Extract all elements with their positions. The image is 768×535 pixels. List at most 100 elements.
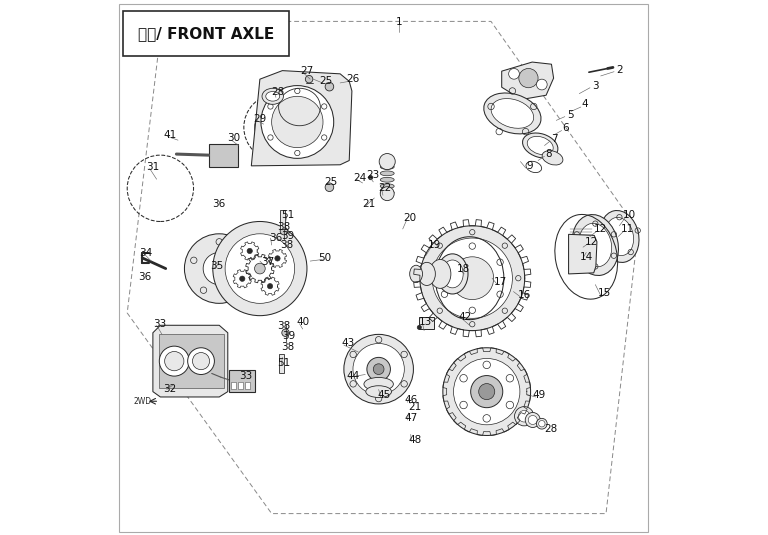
Text: 2: 2 [616,65,623,74]
Ellipse shape [364,378,393,391]
Text: 35: 35 [210,262,223,271]
Circle shape [325,183,334,192]
Text: 33: 33 [153,319,166,328]
Text: 18: 18 [456,264,470,273]
Text: 25: 25 [319,77,333,86]
Text: 17: 17 [494,278,507,287]
Ellipse shape [527,136,553,155]
Circle shape [184,234,254,303]
Text: 48: 48 [409,435,422,445]
Circle shape [519,68,538,88]
Text: 29: 29 [253,114,266,124]
Text: 23: 23 [366,171,380,180]
Text: 44: 44 [346,371,359,380]
Polygon shape [251,71,352,166]
Circle shape [518,410,530,422]
Ellipse shape [419,262,435,286]
Bar [419,317,434,329]
Circle shape [282,329,290,337]
Text: 1: 1 [396,18,402,27]
Circle shape [275,256,280,261]
Text: 37: 37 [261,257,274,267]
Text: 5: 5 [567,110,574,120]
Bar [231,382,237,389]
Ellipse shape [484,93,541,134]
Ellipse shape [380,177,394,182]
Text: 9: 9 [526,161,533,171]
Circle shape [164,351,184,371]
Text: 19: 19 [428,240,441,250]
Text: 40: 40 [296,317,310,327]
Text: 25: 25 [324,177,337,187]
Text: 24: 24 [353,173,366,182]
Ellipse shape [409,265,422,282]
Text: 7: 7 [551,134,558,144]
Circle shape [417,325,422,330]
Circle shape [267,284,273,289]
Polygon shape [568,234,597,274]
Text: 27: 27 [300,66,313,75]
Text: 51: 51 [276,358,290,368]
Ellipse shape [526,161,541,173]
Ellipse shape [262,88,283,104]
Circle shape [432,238,512,318]
Ellipse shape [380,184,394,189]
Circle shape [225,234,295,303]
Circle shape [367,357,390,381]
Circle shape [515,407,534,426]
Circle shape [187,348,214,374]
Text: 43: 43 [341,339,354,348]
Bar [159,334,223,388]
Text: 39: 39 [281,232,294,241]
Circle shape [325,82,334,91]
Text: 38: 38 [281,342,294,351]
Text: 30: 30 [227,133,240,143]
Text: 33: 33 [240,371,253,380]
Text: 31: 31 [146,162,160,172]
Ellipse shape [380,190,394,195]
Text: 34: 34 [139,248,153,257]
Ellipse shape [522,133,558,158]
Ellipse shape [429,259,451,288]
Text: 3: 3 [592,81,598,90]
Text: 28: 28 [271,87,285,97]
Bar [245,382,250,389]
Circle shape [380,187,394,201]
Text: 4: 4 [581,100,588,109]
Circle shape [379,154,396,170]
Text: 26: 26 [346,74,359,84]
Circle shape [193,353,210,370]
Text: 6: 6 [563,124,569,133]
Circle shape [471,376,503,408]
Text: 16: 16 [518,291,531,300]
Text: 10: 10 [623,210,636,220]
Circle shape [528,416,538,424]
Text: 12: 12 [585,237,598,247]
Text: 49: 49 [532,390,546,400]
Ellipse shape [266,91,280,101]
Circle shape [369,175,372,180]
Bar [279,354,284,373]
Circle shape [353,343,404,395]
Text: 38: 38 [276,322,290,331]
Text: 45: 45 [377,390,391,400]
Circle shape [159,346,189,376]
Text: 12: 12 [594,224,607,234]
Text: 50: 50 [319,253,332,263]
Circle shape [280,227,288,235]
Polygon shape [502,62,554,100]
Text: 47: 47 [404,414,417,423]
Ellipse shape [600,210,639,263]
Circle shape [451,257,494,300]
Circle shape [213,221,307,316]
Bar [229,370,254,392]
Text: 28: 28 [545,424,558,434]
Text: 11: 11 [621,224,634,234]
Ellipse shape [579,223,611,267]
Text: 14: 14 [580,252,593,262]
Text: 41: 41 [164,130,177,140]
Bar [238,382,243,389]
Ellipse shape [380,165,394,170]
Circle shape [272,96,323,148]
Circle shape [240,276,245,281]
